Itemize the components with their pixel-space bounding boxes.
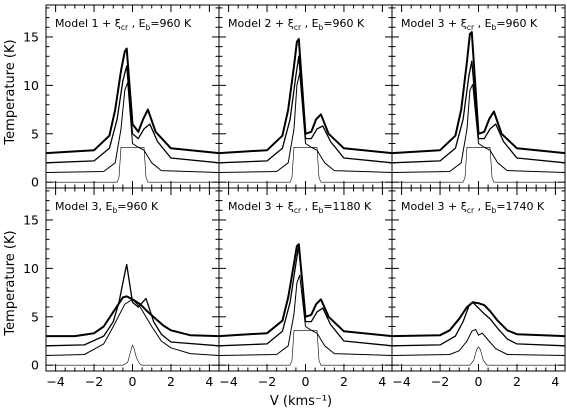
series-line-4 — [392, 147, 565, 183]
panel-label-pre: Model 3 + ξ — [401, 200, 467, 213]
x-tick-label: 0 — [475, 374, 483, 389]
series-line-1 — [45, 47, 220, 155]
panel-2: Model 2 + ξcr , Eb=960 K — [218, 4, 393, 189]
x-tick-label: 2 — [167, 374, 175, 389]
panel-label-pre: Model 1 + ξ — [55, 17, 121, 30]
series-line-4 — [219, 147, 392, 183]
panel-5: Model 3 + ξcr , Eb=1180 K −4 −2 0 2 4 — [218, 187, 393, 389]
panel-label-sub: cr — [294, 23, 302, 32]
panel-label: Model 1 + ξcr , Eb=960 K — [55, 17, 192, 32]
panel-label-pre: Model 3 + ξ — [228, 200, 294, 213]
series-line-2 — [45, 263, 220, 347]
y-tick-label: 15 — [23, 29, 39, 44]
panel-4: Model 3, Eb=960 K 0 5 10 15 −4 −2 0 2 4 — [23, 187, 220, 389]
x-tick-label: 4 — [378, 374, 386, 389]
x-tick-label: −4 — [392, 374, 410, 389]
panel-label: Model 3 + ξcr , Eb=1180 K — [228, 200, 372, 215]
x-tick-label: −2 — [258, 374, 276, 389]
panel-label-sub: cr — [467, 206, 475, 215]
panel-label-sub: b — [112, 206, 117, 215]
panel-label-post: =960 K — [496, 17, 538, 30]
panel-label-pre: Model 2 + ξ — [228, 17, 294, 30]
panel-6: Model 3 + ξcr , Eb=1740 K −4 −2 0 2 4 — [391, 187, 566, 389]
panel-frame — [391, 187, 566, 372]
series-line-2 — [45, 65, 220, 164]
panel-label-sub: cr — [121, 23, 129, 32]
series-line-2 — [218, 244, 393, 347]
series-line-1 — [391, 301, 566, 338]
series-line-3 — [218, 274, 393, 356]
panel-label-sub2: b — [492, 206, 497, 215]
panel-label-sub: cr — [467, 23, 475, 32]
y-tick-label: 10 — [23, 78, 39, 93]
panel-label: Model 3 + ξcr , Eb=960 K — [401, 17, 538, 32]
panel-1: Model 1 + ξcr , Eb=960 K 0 5 10 15 — [23, 4, 220, 190]
panel-label: Model 3 + ξcr , Eb=1740 K — [401, 200, 545, 215]
panel-label-post: =960 K — [323, 17, 365, 30]
x-tick-label: −4 — [219, 374, 237, 389]
y-tick-label: 0 — [31, 358, 39, 373]
series-line-1 — [391, 31, 566, 155]
series-line-4 — [219, 330, 392, 366]
y-tick-label: 5 — [31, 126, 39, 141]
x-tick-label: 2 — [513, 374, 521, 389]
series-line-3 — [45, 298, 220, 356]
series-line-1 — [218, 37, 393, 155]
panel-label-sub2: b — [146, 23, 151, 32]
series-line-3 — [218, 72, 393, 173]
series-line-3 — [391, 83, 566, 173]
panel-label-post: =960 K — [150, 17, 192, 30]
panel-label-mid: , E — [301, 200, 318, 213]
series-line-3 — [45, 82, 220, 173]
panel-label-mid: , E — [128, 17, 145, 30]
panel-label: Model 2 + ξcr , Eb=960 K — [228, 17, 365, 32]
panel-label-mid: , E — [474, 200, 491, 213]
series-line-4 — [46, 344, 219, 366]
x-tick-label: 2 — [340, 374, 348, 389]
y-tick-label: 15 — [23, 212, 39, 227]
panel-label-sub2: b — [319, 23, 324, 32]
panel-label-post: =1180 K — [323, 200, 372, 213]
panel-label-post: =960 K — [117, 200, 159, 213]
y-tick-label: 5 — [31, 309, 39, 324]
series-line-4 — [392, 346, 565, 366]
panel-label-pre: Model 3 + ξ — [401, 17, 467, 30]
panel-label-mid: , E — [301, 17, 318, 30]
x-tick-label: −2 — [431, 374, 449, 389]
panel-label-post: =1740 K — [496, 200, 545, 213]
y-tick-label: 0 — [31, 175, 39, 190]
panel-label-sub2: b — [492, 23, 497, 32]
series-line-4 — [46, 147, 219, 183]
series-line-2 — [391, 301, 566, 347]
panel-label-sub2: b — [319, 206, 324, 215]
panel-3: Model 3 + ξcr , Eb=960 K — [391, 4, 566, 189]
panel-label-mid: , E — [474, 17, 491, 30]
x-tick-label: 0 — [302, 374, 310, 389]
x-tick-label: 4 — [551, 374, 559, 389]
x-tick-label: 4 — [205, 374, 213, 389]
y-tick-label: 10 — [23, 261, 39, 276]
x-tick-label: −4 — [46, 374, 64, 389]
y-axis-title-lower: Temperature (K) — [3, 230, 18, 336]
panel-label-sub: cr — [294, 206, 302, 215]
x-tick-label: 0 — [129, 374, 137, 389]
panel-label-pre: Model 3, E — [55, 200, 113, 213]
y-axis-title: Temperature (K) — [3, 39, 18, 145]
series-line-3 — [391, 328, 566, 356]
series-line-2 — [218, 55, 393, 164]
panel-label: Model 3, Eb=960 K — [55, 200, 159, 215]
x-tick-label: −2 — [85, 374, 103, 389]
x-axis-title: V (kms⁻¹) — [270, 394, 332, 409]
